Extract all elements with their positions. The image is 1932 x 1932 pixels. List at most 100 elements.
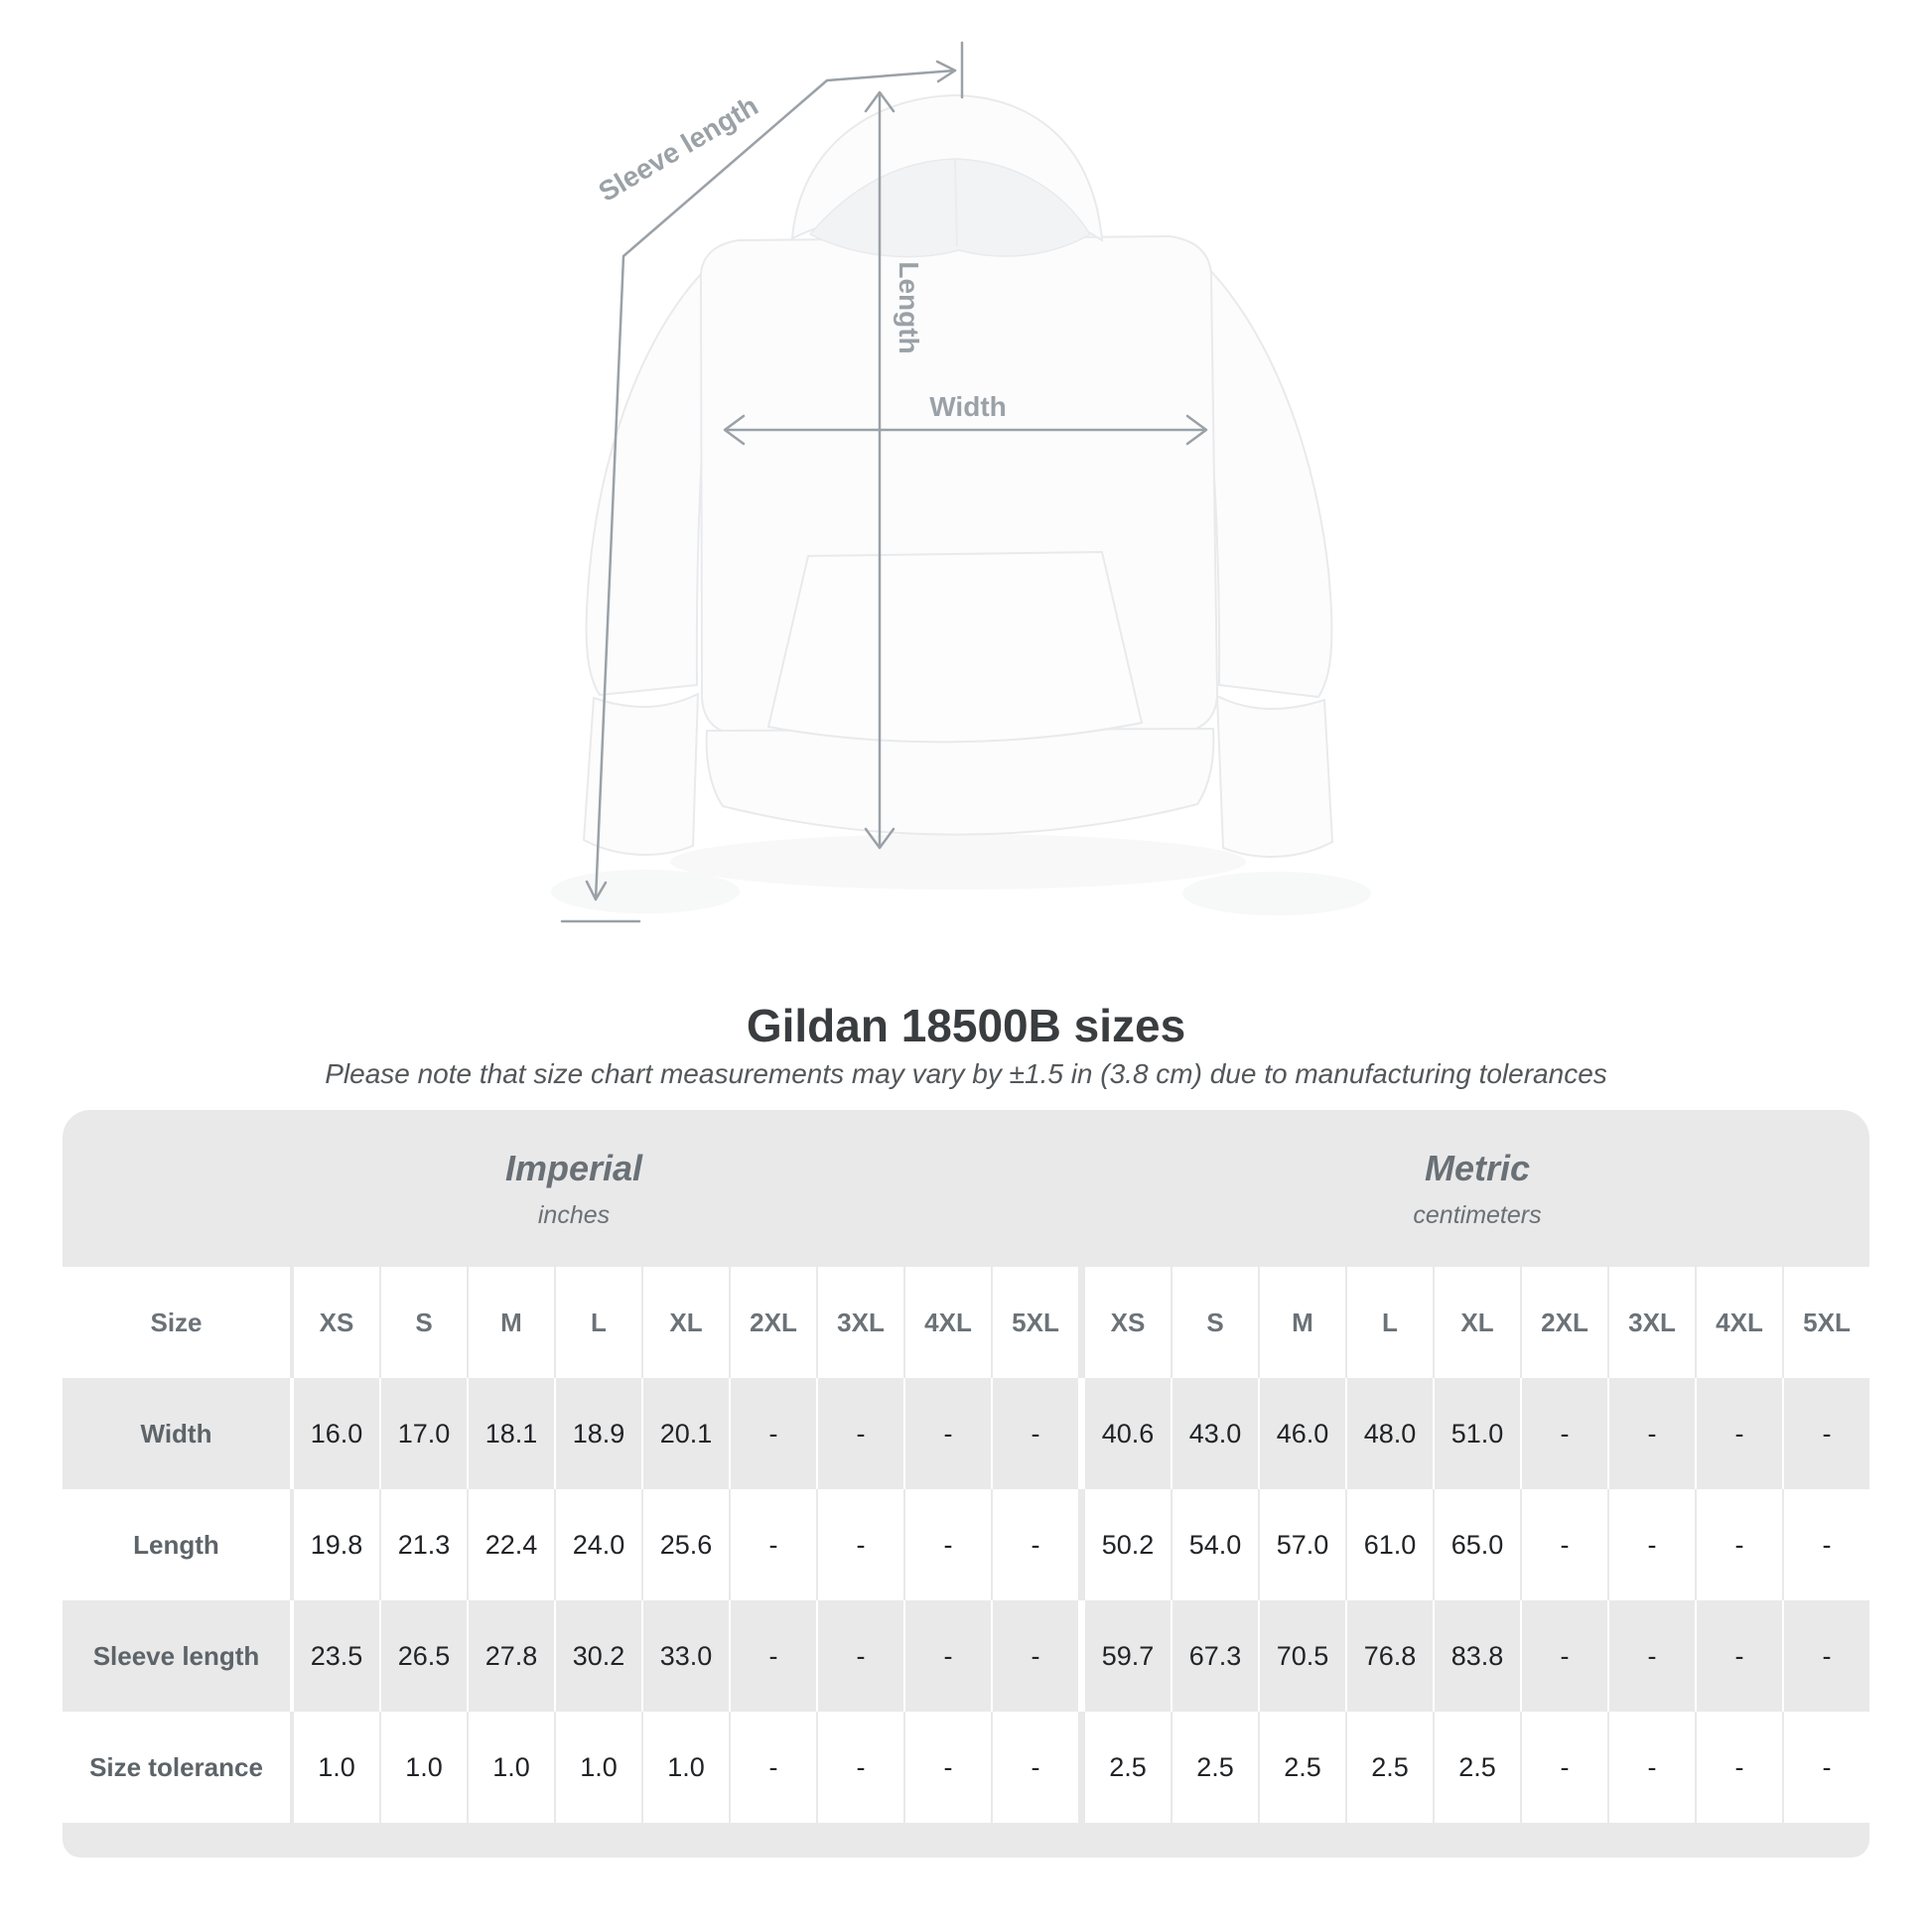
value-cell: 26.5	[381, 1600, 469, 1712]
value-cell: -	[905, 1600, 993, 1712]
value-cell: 24.0	[556, 1489, 643, 1600]
sleeve-length-label: Sleeve length	[594, 90, 763, 207]
measurement-row-width: Width 16.0 17.0 18.1 18.9 20.1- - - -40.6 43.0 46.…	[63, 1378, 1869, 1489]
value-cell: 25.6	[643, 1489, 731, 1600]
size-table: Imperial inches Metric centimeters Size X…	[63, 1110, 1869, 1858]
value-cell: -	[993, 1712, 1085, 1823]
hood-seam	[954, 158, 958, 247]
value-cell: 59.7	[1085, 1600, 1173, 1712]
value-cell: 2.5	[1173, 1712, 1260, 1823]
value-cell: 33.0	[643, 1600, 731, 1712]
value-cell: -	[731, 1600, 818, 1712]
table-footer-band	[63, 1823, 1869, 1858]
value-cell: -	[1609, 1712, 1697, 1823]
tolerance-note: Please note that size chart measurements…	[325, 1058, 1607, 1089]
hoodie-illustration	[582, 93, 1334, 858]
value-cell: -	[1522, 1712, 1609, 1823]
value-cell: -	[731, 1378, 818, 1489]
value-cell: 30.2	[556, 1600, 643, 1712]
value-cell: 1.0	[469, 1712, 556, 1823]
value-cell: -	[905, 1712, 993, 1823]
value-cell: 40.6	[1085, 1378, 1173, 1489]
value-cell: M	[469, 1267, 556, 1378]
value-cell: -	[731, 1712, 818, 1823]
size-header-row: Size XS S M L XL 2XL 3XL 4XL 5XL XS S M L XL 2XL 3XL 4XL 5…	[63, 1267, 1869, 1378]
value-cell: -	[818, 1489, 905, 1600]
value-cell: -	[1522, 1600, 1609, 1712]
value-cell: -	[1609, 1489, 1697, 1600]
hem-band	[705, 727, 1215, 836]
imperial-group-name: Imperial	[504, 1147, 643, 1188]
value-cell: 51.0	[1435, 1378, 1522, 1489]
metric-group-header: Metric centimeters	[1085, 1110, 1869, 1267]
sleeve-length-arrow	[560, 41, 964, 923]
value-cell: 17.0	[381, 1378, 469, 1489]
value-cell: 27.8	[469, 1600, 556, 1712]
value-cell: S	[381, 1267, 469, 1378]
measurement-row-length: Length 19.8 21.3 22.4 24.0 25.6- - - -50.2 54.0 57…	[63, 1489, 1869, 1600]
value-cell: 4XL	[905, 1267, 993, 1378]
value-cell: 70.5	[1260, 1600, 1347, 1712]
value-cell: 21.3	[381, 1489, 469, 1600]
value-cell: 2.5	[1435, 1712, 1522, 1823]
value-cell: -	[1697, 1600, 1784, 1712]
value-cell: XL	[1435, 1267, 1522, 1378]
value-cell: 22.4	[469, 1489, 556, 1600]
value-cell: -	[818, 1378, 905, 1489]
value-cell: 67.3	[1173, 1600, 1260, 1712]
value-cell: -	[1784, 1489, 1869, 1600]
value-cell: -	[1609, 1600, 1697, 1712]
value-cell: 65.0	[1435, 1489, 1522, 1600]
value-cell: 18.9	[556, 1378, 643, 1489]
width-arrow	[723, 414, 1208, 446]
value-cell: -	[818, 1712, 905, 1823]
value-cell: 46.0	[1260, 1378, 1347, 1489]
value-cell: 5XL	[993, 1267, 1085, 1378]
value-cell: 1.0	[294, 1712, 381, 1823]
measurement-row-size-tolerance: Size tolerance 1.0 1.0 1.0 1.0 1.0- - - -2.5 2.5 2…	[63, 1712, 1869, 1823]
value-cell: -	[1609, 1378, 1697, 1489]
page-title: Gildan 18500B sizes	[746, 1000, 1186, 1051]
value-cell: S	[1173, 1267, 1260, 1378]
value-cell: -	[1784, 1378, 1869, 1489]
row-label: Size	[63, 1267, 294, 1378]
value-cell: -	[993, 1600, 1085, 1712]
value-cell: -	[1784, 1712, 1869, 1823]
row-label: Length	[63, 1489, 294, 1600]
row-label: Sleeve length	[63, 1600, 294, 1712]
unit-group-band: Imperial inches Metric centimeters	[63, 1110, 1869, 1267]
value-cell: 19.8	[294, 1489, 381, 1600]
imperial-group-header: Imperial inches	[63, 1110, 1085, 1267]
value-cell: XL	[643, 1267, 731, 1378]
value-cell: -	[1522, 1378, 1609, 1489]
value-cell: 43.0	[1173, 1378, 1260, 1489]
value-cell: -	[993, 1378, 1085, 1489]
value-cell: 5XL	[1784, 1267, 1869, 1378]
length-label: Length	[894, 261, 924, 353]
kangaroo-pocket	[766, 550, 1144, 744]
value-cell: L	[1347, 1267, 1435, 1378]
left-cuff	[582, 692, 700, 856]
value-cell: 61.0	[1347, 1489, 1435, 1600]
value-cell: -	[1697, 1712, 1784, 1823]
value-cell: 2.5	[1347, 1712, 1435, 1823]
measurement-row-sleeve-length: Sleeve length 23.5 26.5 27.8 30.2 33.0- - - -59.…	[63, 1600, 1869, 1712]
value-cell: -	[905, 1489, 993, 1600]
garment-shadow	[551, 834, 1371, 915]
value-cell: 3XL	[1609, 1267, 1697, 1378]
value-cell: -	[993, 1489, 1085, 1600]
value-cell: 2XL	[1522, 1267, 1609, 1378]
value-cell: 2.5	[1260, 1712, 1347, 1823]
size-table-rows: Size XS S M L XL 2XL 3XL 4XL 5XL XS S M L XL 2XL 3XL 4XL 5…	[63, 1267, 1869, 1823]
value-cell: 1.0	[556, 1712, 643, 1823]
value-cell: 3XL	[818, 1267, 905, 1378]
length-arrow	[864, 90, 896, 850]
value-cell: -	[905, 1378, 993, 1489]
value-cell: M	[1260, 1267, 1347, 1378]
value-cell: 54.0	[1173, 1489, 1260, 1600]
value-cell: 1.0	[381, 1712, 469, 1823]
value-cell: 50.2	[1085, 1489, 1173, 1600]
value-cell: XS	[1085, 1267, 1173, 1378]
value-cell: 76.8	[1347, 1600, 1435, 1712]
